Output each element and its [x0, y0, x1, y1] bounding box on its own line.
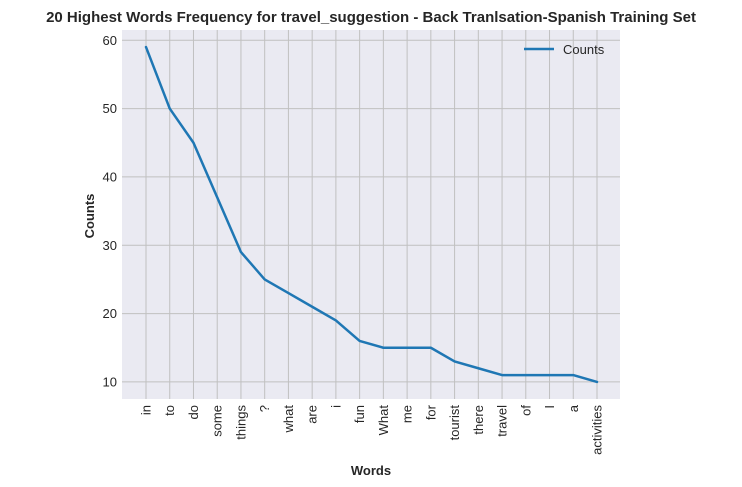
y-tick-label: 30: [103, 238, 117, 253]
x-tick-label: ?: [257, 405, 272, 412]
x-tick-label: travel: [495, 405, 510, 437]
x-tick-label: tourist: [447, 405, 462, 441]
x-tick-label: i: [328, 405, 343, 408]
y-tick-label: 60: [103, 33, 117, 48]
x-tick-label: there: [471, 405, 486, 435]
x-tick-label: a: [566, 404, 581, 412]
y-tick-label: 20: [103, 306, 117, 321]
x-tick-label: in: [139, 405, 154, 415]
y-tick-label: 50: [103, 101, 117, 116]
y-tick-label: 40: [103, 169, 117, 184]
x-tick-label: are: [305, 405, 320, 424]
x-axis-label: Words: [351, 463, 391, 478]
x-tick-label: I: [542, 405, 557, 409]
grid-lines: [122, 30, 620, 399]
legend-label: Counts: [563, 42, 605, 57]
x-tick-label: me: [400, 405, 415, 423]
chart-title: 20 Highest Words Frequency for travel_su…: [46, 9, 696, 26]
legend: Counts: [524, 42, 605, 57]
x-tick-label: fun: [352, 405, 367, 423]
x-tick-label: to: [162, 405, 177, 416]
plot-area: [122, 30, 620, 399]
x-axis-ticks: in to do some things? what are i fun What me for tou…: [139, 404, 605, 455]
x-tick-label: do: [186, 405, 201, 419]
series-group: [144, 45, 599, 384]
x-tick-label: what: [281, 405, 296, 434]
x-tick-label: of: [518, 405, 533, 416]
series-line: [144, 45, 599, 384]
x-tick-label: for: [423, 404, 438, 420]
y-axis-label: Counts: [82, 194, 97, 239]
x-tick-label: activities: [590, 405, 605, 455]
y-tick-label: 10: [103, 374, 117, 389]
y-axis-ticks: 10 20 30 40 50 60: [103, 33, 117, 390]
x-tick-label: things: [233, 405, 248, 440]
x-tick-label: some: [210, 405, 225, 437]
x-tick-label: What: [376, 405, 391, 436]
